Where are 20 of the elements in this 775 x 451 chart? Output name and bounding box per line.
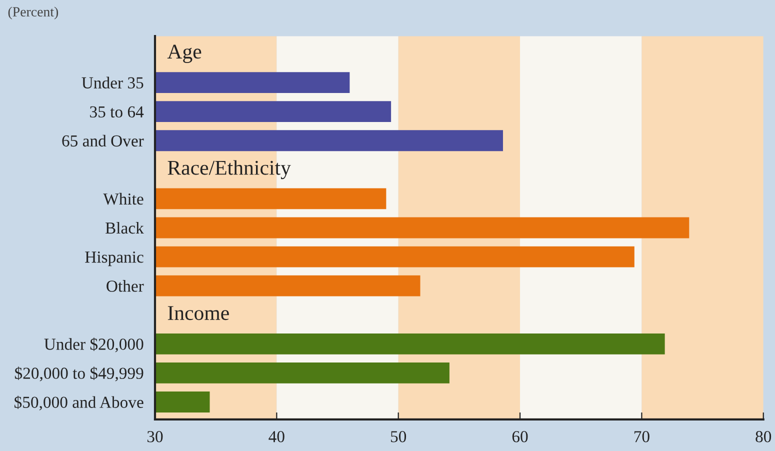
x-tick-label: 60	[512, 431, 528, 442]
x-tick-label: 80	[756, 431, 772, 442]
y-tick-label: Black	[105, 222, 144, 234]
series-label: Income	[168, 306, 229, 320]
y-tick-label: Under $20,000	[44, 338, 144, 352]
y-tick-label: 65 and Over	[62, 134, 144, 147]
series-label: Age	[167, 44, 202, 63]
y-tick-label: Other	[106, 280, 144, 292]
y-tick-label: Under 35	[82, 76, 144, 88]
x-tick-label: 70	[634, 431, 650, 442]
series-label: Race/Ethnicity	[168, 160, 291, 180]
x-tick-label: 30	[147, 431, 163, 442]
y-tick-label: $50,000 and Above	[14, 396, 144, 410]
y-tick-label: 35 to 64	[90, 106, 144, 118]
y-tick-label: Hispanic	[85, 252, 144, 266]
y-tick-label: White	[103, 192, 144, 205]
x-tick-label: 50	[390, 431, 406, 442]
y-tick-label: $20,000 to $49,999	[14, 366, 144, 382]
x-tick-label: 40	[268, 431, 284, 442]
text: (Percent)	[8, 6, 58, 20]
